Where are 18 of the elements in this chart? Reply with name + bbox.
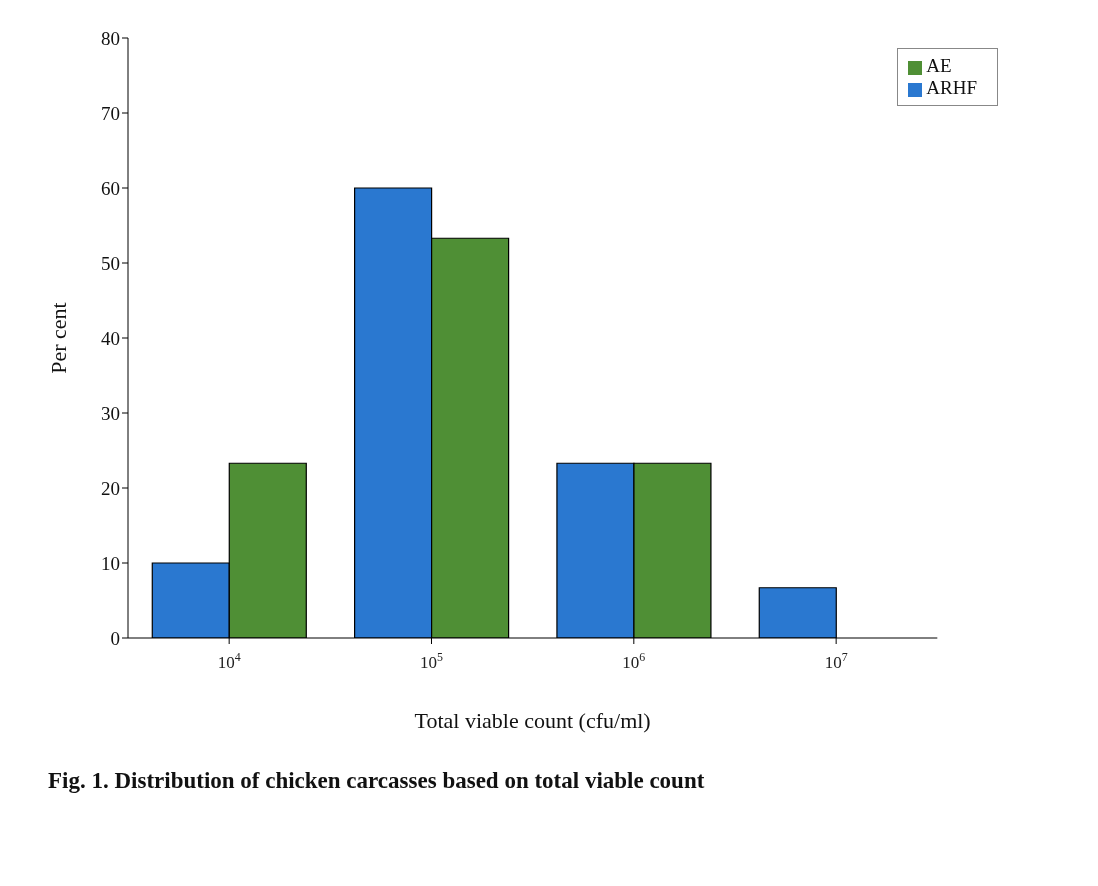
x-tick-label: 10$^{4}$ — [217, 650, 241, 672]
y-tick-label: 10 — [101, 552, 120, 574]
y-tick-label: 40 — [101, 327, 120, 349]
x-tick-label: 10$^{7}$ — [824, 650, 848, 672]
y-tick-label: 20 — [101, 477, 120, 499]
legend-label: ARHF — [926, 77, 977, 98]
y-axis-title: Per cent — [45, 302, 71, 374]
y-tick-label: 60 — [101, 177, 120, 199]
y-tick-label: 70 — [101, 102, 120, 124]
x-tick-label: 10$^{5}$ — [420, 650, 444, 672]
x-axis-title: Total viable count (cfu/ml) — [414, 708, 651, 733]
y-tick-label: 0 — [110, 627, 120, 649]
x-tick-label: 10$^{6}$ — [622, 650, 646, 672]
y-tick-label: 80 — [101, 27, 120, 49]
y-tick-label: 30 — [101, 402, 120, 424]
text: Fig. 1. Distribution of chicken carcasses based on total viable count — [48, 768, 706, 794]
legend-label: AE — [926, 55, 952, 76]
y-tick-label: 50 — [101, 252, 120, 274]
